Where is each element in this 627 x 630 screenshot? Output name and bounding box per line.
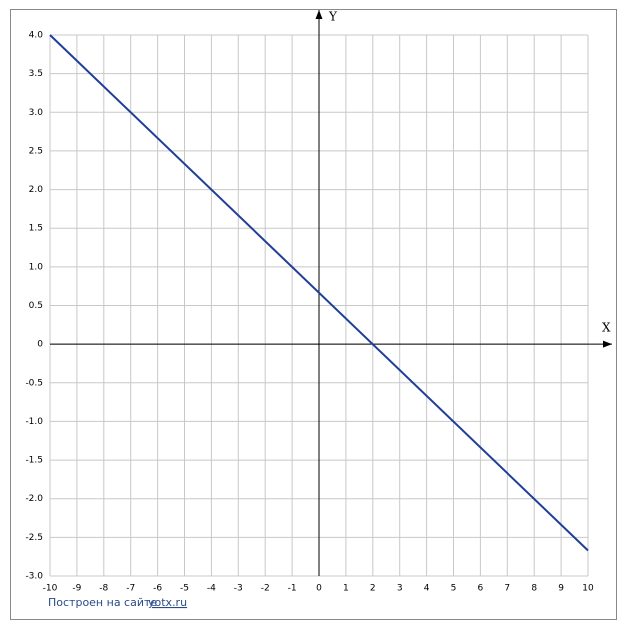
x-tick-label: -2 — [261, 584, 270, 594]
y-tick-label: 3.0 — [29, 108, 44, 118]
x-tick-label: -4 — [207, 584, 216, 594]
x-tick-label: -8 — [99, 584, 108, 594]
x-axis-arrow — [603, 340, 612, 348]
credit-link[interactable]: yotx.ru — [148, 596, 187, 609]
y-axis-label: Y — [328, 10, 338, 24]
x-tick-label: 2 — [370, 584, 376, 594]
series-line — [49, 34, 589, 552]
x-tick-label: -3 — [234, 584, 243, 594]
frame — [10, 9, 617, 620]
x-tick-label: 3 — [397, 584, 403, 594]
x-tick-label: -10 — [43, 584, 58, 594]
y-tick-label: 2.5 — [29, 146, 43, 156]
y-tick-label: 1.0 — [29, 262, 44, 272]
y-tick-label: -2.5 — [25, 533, 43, 543]
y-tick-label: -2.0 — [25, 494, 43, 504]
y-tick-label: 3.5 — [29, 69, 43, 79]
y-tick-label: 0.5 — [29, 301, 43, 311]
x-tick-label: 5 — [451, 584, 457, 594]
y-tick-label: 4.0 — [29, 31, 44, 41]
y-tick-label: -1.5 — [25, 456, 43, 466]
x-tick-label: 6 — [478, 584, 484, 594]
x-tick-label: 8 — [531, 584, 537, 594]
x-tick-label: -6 — [153, 584, 162, 594]
x-tick-label: 1 — [343, 584, 349, 594]
credit: Построен на сайте — [48, 596, 157, 609]
y-tick-label: -1.0 — [25, 417, 43, 427]
x-tick-label: 0 — [316, 584, 322, 594]
y-tick-label: -0.5 — [25, 378, 43, 388]
x-tick-label: -1 — [288, 584, 297, 594]
x-tick-label: -9 — [72, 584, 81, 594]
x-tick-label: 10 — [582, 584, 594, 594]
x-tick-label: 9 — [558, 584, 564, 594]
y-tick-label: -3.0 — [25, 572, 43, 582]
y-axis-arrow — [315, 10, 323, 19]
x-tick-label: 7 — [504, 584, 510, 594]
y-tick-label: 2.0 — [29, 185, 44, 195]
x-tick-label: -7 — [126, 584, 135, 594]
x-axis-label: X — [602, 321, 611, 335]
x-tick-label: 4 — [424, 584, 430, 594]
x-tick-label: -5 — [180, 584, 189, 594]
y-tick-label: 0 — [37, 340, 43, 350]
y-tick-label: 1.5 — [29, 224, 43, 234]
